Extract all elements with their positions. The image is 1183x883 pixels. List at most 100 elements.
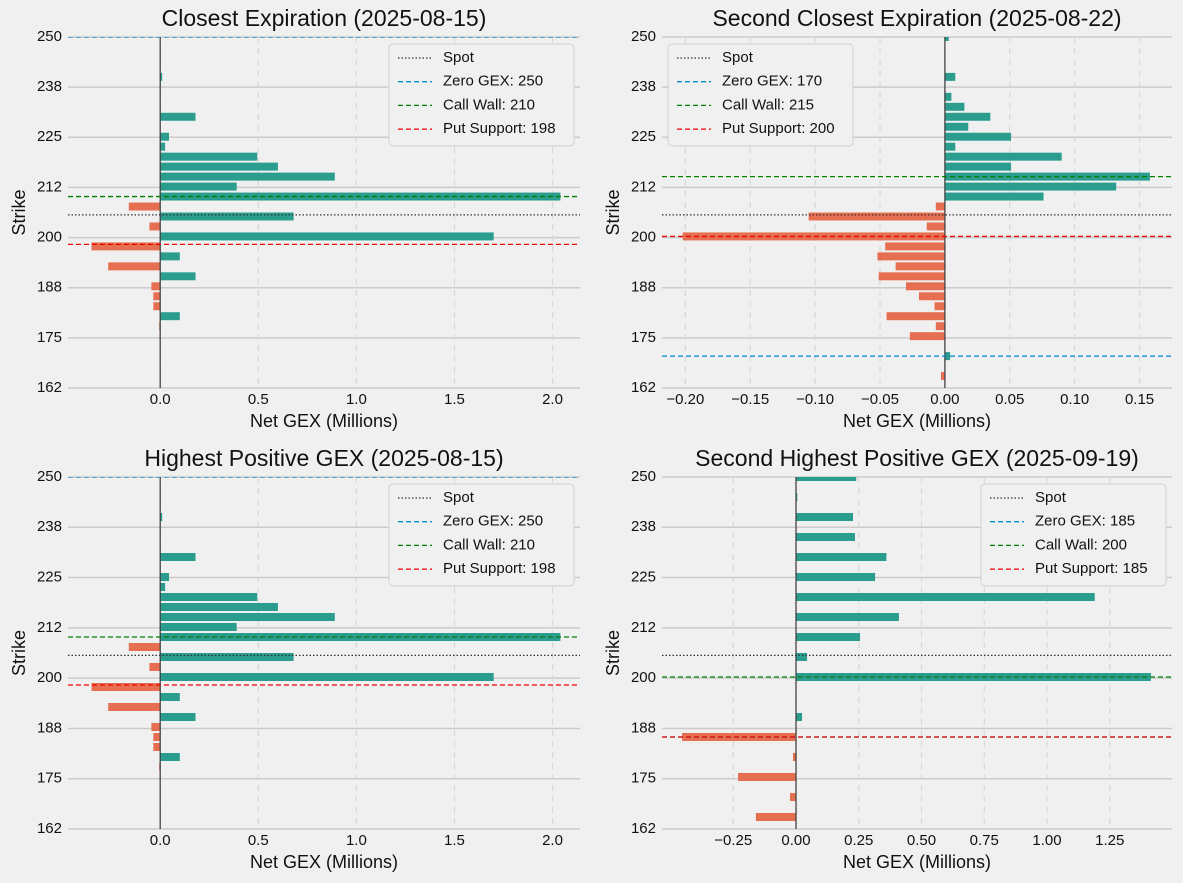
bar (944, 162, 1012, 171)
bar (682, 232, 945, 241)
y-tick-label: 162 (37, 820, 62, 837)
bar (885, 242, 945, 251)
y-tick-label: 212 (37, 178, 62, 195)
bar (128, 202, 161, 211)
bar (796, 533, 856, 541)
legend-label: Call Wall: 215 (722, 96, 814, 113)
legend-label: Put Support: 198 (443, 560, 556, 577)
bar (796, 713, 803, 721)
x-tick-label: 1.5 (444, 391, 465, 408)
bar (877, 252, 945, 261)
x-tick-label: −0.15 (731, 391, 769, 408)
bar (926, 222, 945, 231)
bar (160, 132, 170, 141)
y-tick-label: 200 (37, 229, 62, 246)
legend-label: Call Wall: 210 (443, 536, 535, 553)
bar (796, 653, 808, 661)
x-tick-label: 0.05 (995, 391, 1024, 408)
bar (160, 232, 494, 241)
legend-box (980, 483, 1167, 587)
chart-title: Closest Expiration (2025-08-15) (162, 5, 487, 31)
reference-lines (662, 175, 1172, 357)
x-tick-label: −0.25 (714, 832, 752, 849)
x-tick-label: 0.10 (1060, 391, 1089, 408)
x-axis-label: Net GEX (Millions) (843, 411, 991, 431)
y-tick-label: 238 (631, 78, 656, 95)
y-tick-label: 200 (631, 669, 656, 686)
x-tick-label: 0.25 (844, 832, 873, 849)
legend-label: Spot (722, 49, 754, 66)
bar (160, 252, 180, 261)
x-tick-label: 1.0 (346, 832, 367, 849)
bar (153, 302, 161, 311)
y-tick-label: 188 (37, 719, 62, 736)
chart-title: Highest Positive GEX (2025-08-15) (144, 445, 503, 471)
subplot: Second Highest Positive GEX (2025-09-19)… (603, 445, 1172, 872)
x-tick-label: −0.10 (796, 391, 834, 408)
bar (160, 583, 166, 591)
x-tick-label: 0.0 (150, 832, 171, 849)
bar (944, 37, 949, 41)
y-tick-label: 188 (631, 719, 656, 736)
bar (151, 723, 161, 731)
x-tick-label: 0.0 (150, 391, 171, 408)
bar (160, 162, 278, 171)
bar (755, 813, 797, 821)
y-tick-label: 162 (631, 379, 656, 396)
bar (153, 743, 161, 751)
bar (944, 192, 1044, 201)
y-tick-label: 200 (631, 229, 656, 246)
y-tick-label: 200 (37, 669, 62, 686)
bar (149, 222, 161, 231)
x-tick-label: 0.5 (248, 832, 269, 849)
bar (905, 282, 945, 291)
x-tick-label: 0.00 (930, 391, 959, 408)
bar (108, 703, 161, 711)
x-tick-label: 1.0 (346, 391, 367, 408)
x-axis-label: Net GEX (Millions) (843, 852, 991, 872)
y-tick-label: 225 (37, 569, 62, 586)
y-tick-label: 212 (631, 619, 656, 636)
bar (160, 272, 196, 281)
bar (944, 112, 991, 121)
bar (918, 292, 945, 301)
bar (944, 102, 965, 111)
y-tick-label: 175 (37, 770, 62, 787)
y-axis-label: Strike (603, 189, 623, 235)
bar (944, 92, 952, 101)
bar (796, 553, 887, 561)
x-tick-label: 2.0 (542, 832, 563, 849)
legend: Spot Zero GEX: 250 Call Wall: 210 Put Suppo… (388, 43, 575, 147)
bar (160, 513, 163, 521)
y-tick-label: 250 (37, 28, 62, 45)
bar (738, 773, 797, 781)
legend-label: Call Wall: 210 (443, 96, 535, 113)
x-axis-label: Net GEX (Millions) (250, 852, 398, 872)
y-tick-label: 225 (631, 128, 656, 145)
y-tick-label: 225 (37, 128, 62, 145)
reference-lines (68, 37, 580, 246)
bar (160, 673, 494, 681)
x-tick-label: 0.75 (970, 832, 999, 849)
reference-lines (662, 654, 1172, 738)
bar (944, 352, 951, 361)
bar (160, 693, 180, 701)
y-tick-label: 188 (37, 279, 62, 296)
bar (151, 282, 161, 291)
y-tick-label: 175 (631, 329, 656, 346)
bar (944, 152, 1062, 161)
legend-label: Put Support: 198 (443, 120, 556, 137)
x-tick-label: −0.20 (666, 391, 704, 408)
bar (160, 152, 258, 161)
bar (160, 112, 196, 121)
bar (796, 477, 857, 481)
bar (796, 673, 1151, 681)
y-tick-label: 238 (631, 518, 656, 535)
legend-label: Zero GEX: 250 (443, 73, 543, 90)
y-tick-label: 212 (631, 178, 656, 195)
y-axis-label: Strike (9, 189, 29, 235)
legend-label: Zero GEX: 170 (722, 73, 822, 90)
y-tick-label: 162 (631, 820, 656, 837)
legend-label: Spot (443, 49, 475, 66)
x-tick-label: 2.0 (542, 391, 563, 408)
